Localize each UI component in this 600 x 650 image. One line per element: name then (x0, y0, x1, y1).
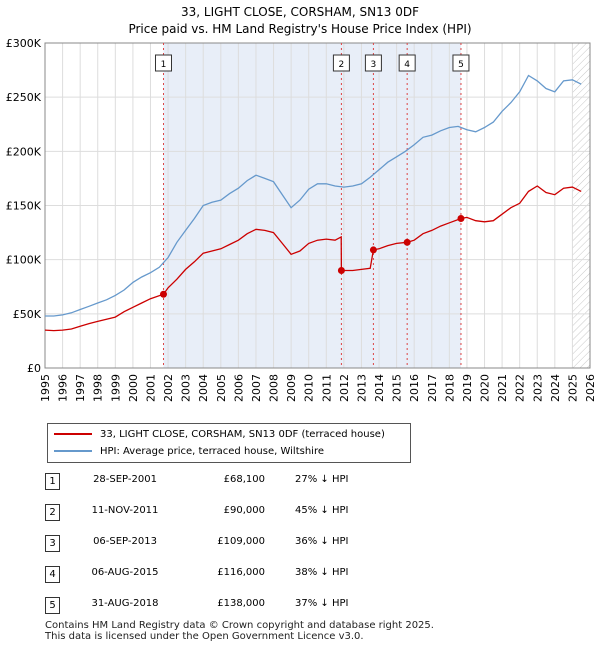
hpi-series-line (45, 74, 582, 317)
x-tick-label: 2026 (584, 374, 597, 402)
legend-item-property: 33, LIGHT CLOSE, CORSHAM, SN13 0DF (terr… (54, 427, 385, 443)
legend-swatch-hpi (54, 450, 92, 452)
x-tick-label: 2025 (566, 374, 579, 402)
sale-price: £68,100 (223, 474, 265, 485)
table-row: 4 06-AUG-2015 £116,000 38% ↓ HPI (45, 563, 405, 593)
sale-price: £116,000 (217, 567, 265, 578)
table-row: 5 31-AUG-2018 £138,000 37% ↓ HPI (45, 594, 405, 624)
sale-number-box (154, 54, 172, 72)
y-tick-label: £300K (6, 37, 42, 50)
sale-number-box (452, 54, 470, 72)
chart-title-block: 33, LIGHT CLOSE, CORSHAM, SN13 0DF Price… (0, 4, 600, 38)
x-tick-label: 2005 (215, 374, 228, 402)
y-tick-label: £0 (27, 362, 41, 375)
sale-price: £138,000 (217, 598, 265, 609)
y-tick-label: £150K (6, 200, 42, 213)
sale-number-badge: 2 (45, 504, 60, 521)
x-tick-label: 2019 (461, 374, 474, 402)
y-tick-label: £250K (6, 91, 42, 104)
sale-price: £109,000 (217, 536, 265, 547)
legend-label-hpi: HPI: Average price, terraced house, Wilt… (100, 446, 324, 457)
x-tick-label: 2016 (408, 374, 421, 402)
sale-hpi-diff: 38% ↓ HPI (295, 567, 349, 578)
sale-number-label: 3 (371, 60, 377, 70)
x-tick-label: 2001 (144, 374, 157, 402)
sale-point (369, 246, 377, 254)
x-tick-label: 2015 (391, 374, 404, 402)
sale-date: 31-AUG-2018 (91, 598, 159, 609)
table-row: 2 11-NOV-2011 £90,000 45% ↓ HPI (45, 501, 405, 531)
sale-hpi-diff: 37% ↓ HPI (295, 598, 349, 609)
sale-price: £90,000 (223, 505, 265, 516)
sale-number-badge: 1 (45, 473, 60, 490)
legend-swatch-property (54, 433, 92, 435)
y-tick-label: £100K (6, 254, 42, 267)
x-tick-label: 2017 (426, 374, 439, 402)
legend-label-property: 33, LIGHT CLOSE, CORSHAM, SN13 0DF (terr… (100, 429, 385, 440)
x-tick-label: 2023 (531, 374, 544, 402)
x-tick-label: 2007 (250, 374, 263, 402)
chart-subtitle: Price paid vs. HM Land Registry's House … (128, 22, 472, 36)
sale-date: 06-SEP-2013 (93, 536, 157, 547)
sale-number-label: 2 (339, 60, 345, 70)
sale-number-badge: 4 (45, 566, 60, 583)
x-tick-label: 2022 (514, 374, 527, 402)
x-tick-label: 2021 (496, 374, 509, 402)
footer-attribution: Contains HM Land Registry data © Crown c… (45, 620, 434, 642)
sale-hpi-diff: 36% ↓ HPI (295, 536, 349, 547)
x-tick-label: 2012 (338, 374, 351, 402)
x-tick-label: 1996 (57, 374, 70, 402)
legend-item-hpi: HPI: Average price, terraced house, Wilt… (54, 444, 324, 460)
x-tick-label: 2011 (320, 374, 333, 402)
property-series-line (44, 185, 582, 332)
sale-number-box (332, 54, 350, 72)
sale-point (403, 238, 411, 246)
sale-number-box (398, 54, 416, 72)
sale-number-label: 5 (458, 60, 464, 70)
y-tick-label: £50K (13, 308, 42, 321)
plot-frame (44, 42, 591, 369)
table-row: 1 28-SEP-2001 £68,100 27% ↓ HPI (45, 470, 405, 500)
x-tick-label: 2024 (549, 374, 562, 402)
price-chart: £0 £50K £100K £150K £200K £250K £300K 1995 1996 1… (6, 37, 597, 402)
x-tick-label: 2004 (197, 374, 210, 402)
table-row: 3 06-SEP-2013 £109,000 36% ↓ HPI (45, 532, 405, 562)
sale-number-badge: 3 (45, 535, 60, 552)
sale-point (159, 290, 167, 298)
x-tick-label: 2014 (373, 374, 386, 402)
sale-date: 11-NOV-2011 (91, 505, 159, 516)
sale-hpi-diff: 27% ↓ HPI (295, 474, 349, 485)
x-tick-label: 2003 (180, 374, 193, 402)
chart-legend: 33, LIGHT CLOSE, CORSHAM, SN13 0DF (terr… (47, 423, 411, 463)
footer-copyright: Contains HM Land Registry data © Crown c… (45, 620, 434, 631)
x-tick-label: 2002 (162, 374, 175, 402)
sale-number-label: 4 (404, 60, 410, 70)
x-tick-label: 1999 (109, 374, 122, 402)
x-tick-label: 1997 (74, 374, 87, 402)
x-tick-label: 2020 (479, 374, 492, 402)
x-tick-label: 2000 (127, 374, 140, 402)
x-tick-label: 2010 (303, 374, 316, 402)
sale-hpi-diff: 45% ↓ HPI (295, 505, 349, 516)
sale-number-badge: 5 (45, 597, 60, 614)
sale-number-box (364, 54, 382, 72)
x-tick-label: 2018 (443, 374, 456, 402)
x-tick-label: 2006 (232, 374, 245, 402)
chart-title: 33, LIGHT CLOSE, CORSHAM, SN13 0DF (181, 5, 419, 19)
x-tick-label: 1995 (39, 374, 52, 402)
x-tick-label: 2009 (285, 374, 298, 402)
sale-date: 28-SEP-2001 (93, 474, 157, 485)
footer-licence: This data is licensed under the Open Gov… (45, 631, 364, 642)
x-tick-label: 2013 (355, 374, 368, 402)
x-tick-label: 1998 (92, 374, 105, 402)
sale-point (337, 267, 345, 274)
y-tick-label: £200K (6, 145, 42, 158)
sale-point (457, 215, 465, 222)
x-tick-label: 2008 (268, 374, 281, 402)
sale-number-label: 1 (161, 60, 167, 70)
sale-date: 06-AUG-2015 (91, 567, 159, 578)
